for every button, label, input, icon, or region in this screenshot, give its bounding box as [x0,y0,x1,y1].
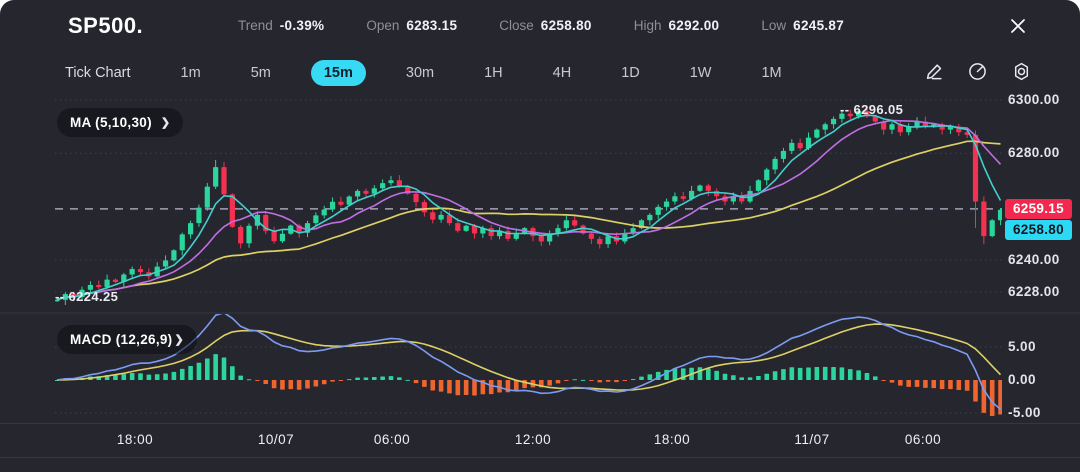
stat-label: Trend [238,18,273,33]
timeframe-1m[interactable]: 1M [761,65,782,81]
stat-label: Close [499,18,534,33]
price-axis-label: 6300.00 [1008,92,1060,107]
macd-axis-label: -5.00 [1008,405,1041,420]
stat-label: Open [366,18,400,33]
time-label: 18:00 [653,432,691,447]
timer-icon[interactable] [967,61,988,82]
ma-indicator-pill[interactable]: MA (5,10,30) ❯ [57,108,184,137]
macd-axis-label: 0.00 [1008,372,1036,387]
stat-low: Low 6245.87 [761,18,844,33]
price-axis-label: 6228.00 [1008,283,1060,299]
time-label: 10/07 [257,432,295,447]
timeframe-1d[interactable]: 1D [621,65,640,81]
chevron-right-icon: ❯ [160,117,171,129]
time-label: 06:00 [373,432,411,447]
toolbar-icons [924,61,1032,82]
chevron-right-icon: ❯ [174,334,185,346]
stat-high: High 6292.00 [634,18,720,33]
timeframe-toolbar: Tick Chart 1m 5m 15m 30m 1H 4H 1D 1W 1M [0,50,1080,96]
time-label: 18:00 [116,432,154,447]
macd-indicator-label: MACD (12,26,9) [70,332,173,347]
settings-icon[interactable] [1011,61,1032,82]
timeframe-15m[interactable]: 15m [310,60,366,86]
stat-label: High [633,18,662,33]
time-label: 11/07 [794,432,830,447]
stat-trend: Trend -0.39% [238,18,324,33]
time-label: 06:00 [904,432,942,447]
ma-indicator-label: MA (5,10,30) [70,115,152,130]
timeframe-tick-chart[interactable]: Tick Chart [65,65,131,81]
timeframe-1h[interactable]: 1H [484,65,503,81]
price-chart-canvas[interactable] [0,96,1080,423]
macd-axis-label: 5.00 [1008,339,1036,354]
stat-value: 6283.15 [406,18,458,33]
header: SP500. Trend -0.39% Open 6283.15 Close 6258.8… [0,0,1080,50]
stat-value: 6258.80 [540,18,592,33]
stat-close: Close 6258.80 [499,18,591,33]
stats-row: Trend -0.39% Open 6283.15 Close 6258.80 High 62… [238,18,844,33]
timeframe-1w[interactable]: 1W [689,65,712,81]
stat-value: 6245.87 [793,18,845,33]
session-high-annotation: -- 6296.05 [840,102,904,117]
stat-value: 6292.00 [668,18,720,33]
price-axis-label: 6280.00 [1008,145,1060,161]
price-axis-label: 6240.00 [1008,251,1060,267]
close-icon[interactable] [1008,16,1028,36]
stat-open: Open 6283.15 [366,18,457,33]
macd-indicator-pill[interactable]: MACD (12,26,9) ❯ [57,325,198,354]
symbol-title: SP500. [68,13,144,38]
timeframe-5m[interactable]: 5m [250,65,271,81]
edit-icon[interactable] [924,62,944,82]
time-axis: 18:00 10/07 06:00 12:00 18:00 11/07 06:00 [0,423,1080,458]
timeframe-30m[interactable]: 30m [405,65,435,81]
stat-label: Low [761,18,787,33]
stat-value: -0.39% [279,18,325,33]
timeframe-4h[interactable]: 4H [552,65,572,81]
timeframe-1m[interactable]: 1m [180,65,201,81]
session-low-annotation: -- 6224.25 [55,289,119,304]
time-label: 12:00 [514,432,552,447]
last-close-badge: 6258.80 [1005,219,1072,240]
current-price-badge: 6259.15 [1005,198,1072,219]
timeframe-items: Tick Chart 1m 5m 15m 30m 1H 4H 1D 1W 1M [55,50,792,96]
